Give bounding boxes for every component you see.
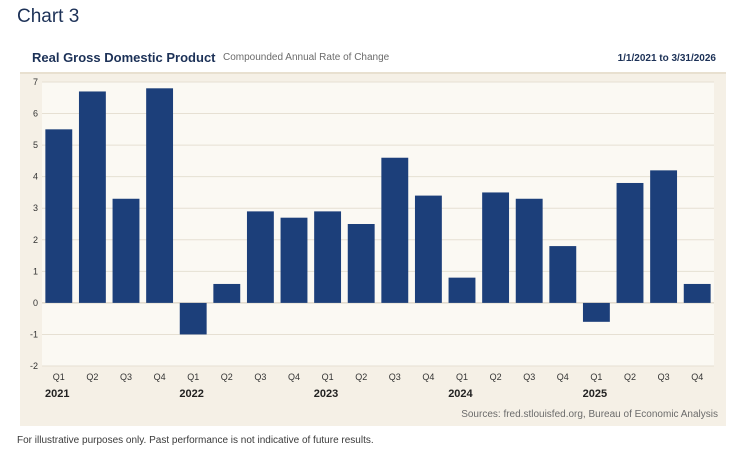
plot-background [42,82,714,366]
bar [414,195,442,303]
x-tick-label: Q4 [288,372,300,382]
bar [582,302,610,322]
chart-date-range: 1/1/2021 to 3/31/2026 [617,53,716,64]
x-tick-label: Q2 [490,372,502,382]
x-tick-label: Q2 [355,372,367,382]
bar [549,246,577,303]
x-tick-label: Q1 [187,372,199,382]
x-tick-label: Q1 [456,372,468,382]
y-tick-label: 2 [33,235,38,245]
bar [650,170,678,303]
y-tick-label: 1 [33,266,38,276]
year-label: 2025 [583,388,607,400]
y-tick-label: 0 [33,298,38,308]
bar [683,283,711,303]
x-tick-label: Q4 [422,372,434,382]
x-tick-label: Q3 [254,372,266,382]
bar [482,192,510,303]
y-tick-label: 3 [33,203,38,213]
year-label: 2024 [448,388,473,400]
y-tick-label: 7 [33,77,38,87]
y-tick-label: 5 [33,140,38,150]
x-tick-label: Q3 [120,372,132,382]
x-tick-label: Q2 [86,372,98,382]
bar [347,224,375,303]
x-tick-label: Q2 [624,372,636,382]
chart-heading: Chart 3 [17,6,80,27]
bar [314,211,342,303]
bar [213,283,241,303]
bar [146,88,174,303]
bar [381,157,409,303]
bar [448,277,476,303]
bar [78,91,106,303]
bar [179,302,207,335]
bar [515,198,543,303]
year-label: 2021 [45,388,69,400]
bar [280,217,308,303]
x-tick-label: Q4 [557,372,569,382]
x-tick-label: Q4 [691,372,703,382]
x-tick-label: Q4 [154,372,166,382]
disclaimer: For illustrative purposes only. Past per… [17,435,374,446]
chart-title: Real Gross Domestic Product [32,50,216,65]
x-tick-label: Q3 [658,372,670,382]
bar [616,182,644,303]
bar [112,198,140,303]
bar [246,211,274,303]
x-tick-label: Q2 [221,372,233,382]
y-tick-label: 6 [33,109,38,119]
bar [45,129,73,303]
x-tick-label: Q1 [590,372,602,382]
x-tick-label: Q3 [389,372,401,382]
chart-header: Real Gross Domestic Product Compounded A… [20,40,726,74]
x-tick-label: Q3 [523,372,535,382]
y-tick-label: -1 [30,329,38,339]
chart-subtitle: Compounded Annual Rate of Change [223,52,390,63]
x-tick-label: Q1 [322,372,334,382]
y-tick-label: -2 [30,361,38,371]
chart-source: Sources: fred.stlouisfed.org, Bureau of … [461,409,718,420]
x-tick-label: Q1 [53,372,65,382]
year-label: 2022 [179,388,203,400]
year-label: 2023 [314,388,338,400]
y-tick-label: 4 [33,172,38,182]
